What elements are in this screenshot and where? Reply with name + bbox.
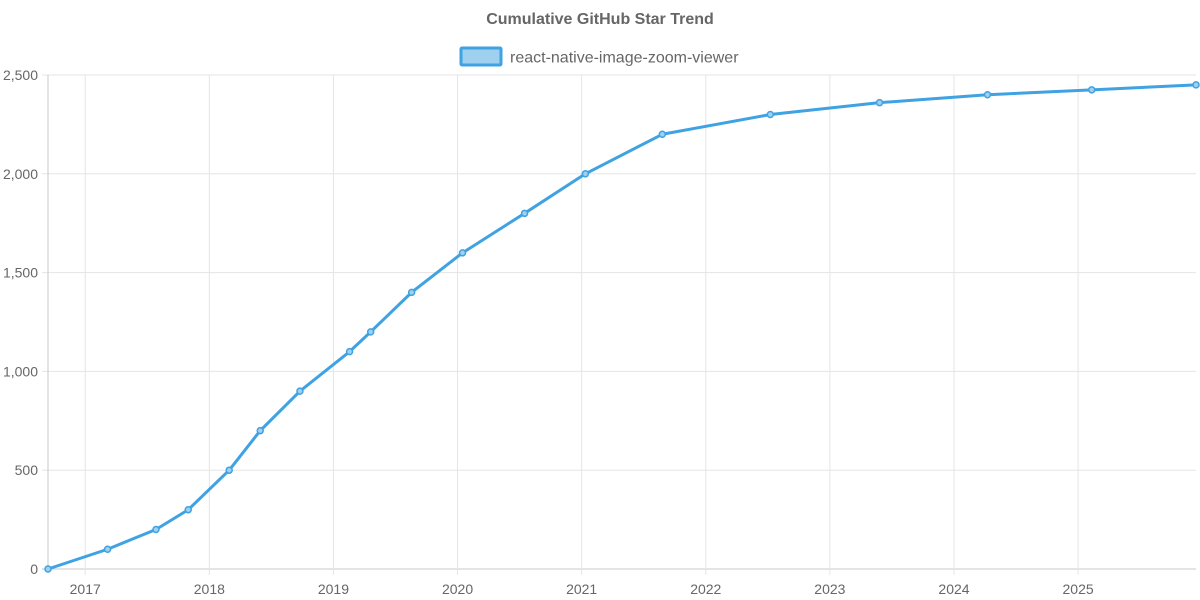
- data-point[interactable]: [103, 545, 112, 553]
- data-point[interactable]: [44, 565, 52, 573]
- series-line: [46, 83, 1198, 571]
- data-point[interactable]: [296, 387, 304, 395]
- data-point[interactable]: [983, 91, 992, 99]
- y-tick-label: 500: [15, 462, 39, 478]
- data-point[interactable]: [581, 170, 590, 178]
- x-tick-label: 2025: [1063, 581, 1094, 597]
- series-layer: [44, 81, 1200, 573]
- data-point[interactable]: [1192, 81, 1200, 89]
- y-tick-label: 0: [30, 561, 38, 577]
- x-axis-ticks: 2017 2018 2019 2020 2021 2022 2023 2024 2025: [70, 581, 1094, 597]
- y-tick-label: 1,500: [3, 265, 38, 281]
- x-tick-label: 2022: [690, 581, 721, 597]
- data-point[interactable]: [225, 466, 233, 474]
- x-tick-label: 2019: [318, 581, 349, 597]
- x-tick-label: 2017: [70, 581, 101, 597]
- x-tick-label: 2023: [814, 581, 845, 597]
- y-axis-ticks: 0 500 1,000 1,500 2,000 2,500: [3, 67, 38, 577]
- data-point[interactable]: [345, 347, 354, 356]
- data-point[interactable]: [458, 249, 467, 257]
- y-tick-label: 1,000: [3, 363, 38, 379]
- legend-swatch[interactable]: [459, 46, 503, 67]
- data-point[interactable]: [256, 426, 264, 435]
- data-point[interactable]: [366, 328, 375, 336]
- x-tick-label: 2021: [566, 581, 597, 597]
- grid: [42, 74, 1196, 575]
- legend-label[interactable]: react-native-image-zoom-viewer: [510, 50, 739, 67]
- data-point[interactable]: [875, 98, 884, 107]
- y-tick-label: 2,000: [3, 166, 38, 182]
- chart-title: Cumulative GitHub Star Trend: [486, 11, 714, 28]
- data-point[interactable]: [152, 525, 160, 534]
- data-point[interactable]: [520, 209, 529, 218]
- data-point[interactable]: [184, 505, 192, 514]
- data-point[interactable]: [766, 110, 775, 119]
- x-tick-label: 2024: [938, 581, 969, 597]
- data-point[interactable]: [658, 130, 667, 139]
- data-point[interactable]: [1087, 86, 1096, 94]
- x-tick-label: 2018: [194, 581, 225, 597]
- x-tick-label: 2020: [442, 581, 473, 597]
- data-point[interactable]: [407, 288, 416, 297]
- legend[interactable]: react-native-image-zoom-viewer: [459, 46, 739, 67]
- y-tick-label: 2,500: [3, 67, 38, 83]
